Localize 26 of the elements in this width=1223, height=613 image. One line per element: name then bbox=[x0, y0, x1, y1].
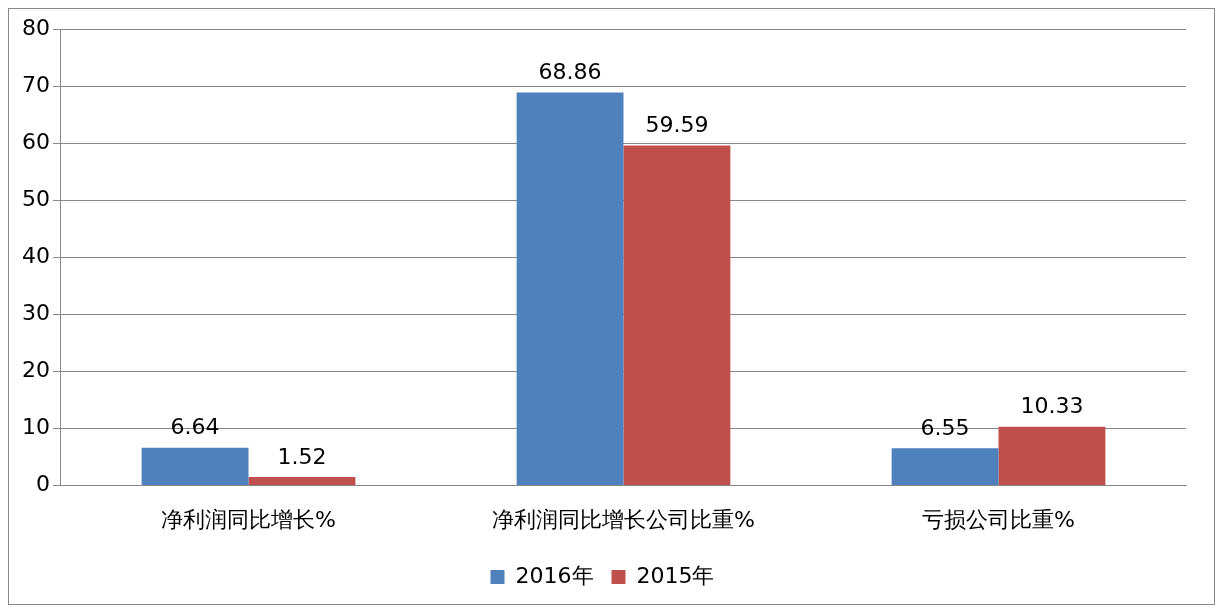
data-label: 10.33 bbox=[1020, 393, 1084, 419]
data-label: 59.59 bbox=[645, 112, 709, 138]
legend-label: 2015年 bbox=[636, 562, 715, 588]
x-tick-label: 净利润同比增长% bbox=[161, 506, 336, 532]
legend-label: 2016年 bbox=[515, 562, 594, 588]
y-tick-label: 40 bbox=[21, 243, 50, 269]
y-tick-label: 0 bbox=[35, 471, 50, 497]
data-label: 68.86 bbox=[538, 59, 602, 85]
y-tick-label: 10 bbox=[21, 414, 50, 440]
x-tick-label: 亏损公司比重% bbox=[922, 506, 1075, 532]
y-tick-label: 80 bbox=[21, 14, 50, 40]
y-tick-label: 60 bbox=[21, 128, 50, 154]
data-label: 1.52 bbox=[277, 443, 327, 469]
y-tick-label: 20 bbox=[21, 357, 50, 383]
y-tick-label: 50 bbox=[21, 185, 50, 211]
bar bbox=[516, 92, 624, 486]
x-tick-label: 净利润同比增长公司比重% bbox=[492, 506, 755, 532]
y-tick-label: 30 bbox=[21, 300, 50, 326]
y-tick-label: 70 bbox=[21, 71, 50, 97]
data-label: 6.64 bbox=[170, 414, 220, 440]
data-label: 6.55 bbox=[920, 414, 970, 440]
bar bbox=[141, 447, 249, 486]
bar bbox=[623, 145, 731, 486]
bar bbox=[998, 426, 1106, 486]
bar bbox=[248, 476, 356, 486]
bar bbox=[891, 448, 999, 486]
